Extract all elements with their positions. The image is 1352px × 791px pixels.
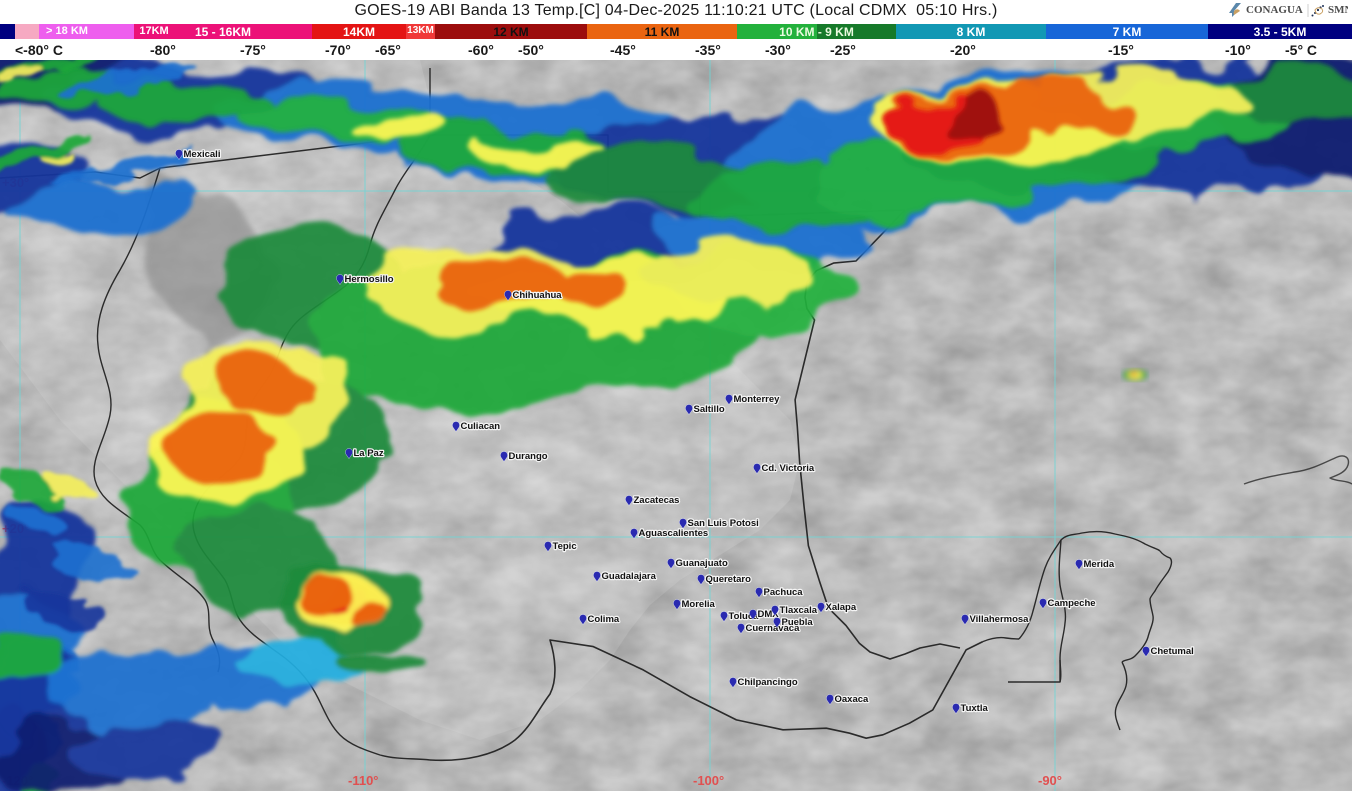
svg-text:La Paz: La Paz <box>354 448 384 459</box>
svg-text:Campeche: Campeche <box>1048 598 1096 609</box>
svg-text:Tlaxcala: Tlaxcala <box>780 605 818 616</box>
svg-text:CONAGUA: CONAGUA <box>1246 4 1303 16</box>
svg-text:SMN: SMN <box>1328 4 1348 16</box>
svg-text:Chilpancingo: Chilpancingo <box>738 677 798 688</box>
svg-text:Culiacan: Culiacan <box>461 421 501 432</box>
svg-text:Merida: Merida <box>1084 559 1115 570</box>
svg-text:Xalapa: Xalapa <box>826 602 857 613</box>
svg-text:Oaxaca: Oaxaca <box>835 694 870 705</box>
svg-text:Chetumal: Chetumal <box>1151 646 1194 657</box>
svg-text:Puebla: Puebla <box>782 617 814 628</box>
svg-text:Guadalajara: Guadalajara <box>602 571 657 582</box>
svg-text:Colima: Colima <box>588 614 620 625</box>
svg-text:Guanajuato: Guanajuato <box>676 558 728 569</box>
svg-text:Hermosillo: Hermosillo <box>345 274 394 285</box>
svg-text:Tuxtla: Tuxtla <box>961 703 989 714</box>
svg-text:-90°: -90° <box>1038 773 1062 788</box>
svg-text:Morelia: Morelia <box>682 599 716 610</box>
svg-text:Cd. Victoria: Cd. Victoria <box>762 463 815 474</box>
svg-text:Mexicali: Mexicali <box>184 149 221 160</box>
svg-text:Durango: Durango <box>509 451 548 462</box>
svg-text:Queretaro: Queretaro <box>706 574 752 585</box>
svg-text:-100°: -100° <box>693 773 724 788</box>
svg-text:Zacatecas: Zacatecas <box>634 495 680 506</box>
svg-text:Tepic: Tepic <box>553 541 577 552</box>
svg-text:Pachuca: Pachuca <box>764 587 804 598</box>
svg-text:Villahermosa: Villahermosa <box>970 614 1030 625</box>
svg-text:Monterrey: Monterrey <box>734 394 781 405</box>
svg-text:Chihuahua: Chihuahua <box>513 290 563 301</box>
svg-text:Saltillo: Saltillo <box>694 404 725 415</box>
svg-text:Aguascalientes: Aguascalientes <box>639 528 709 539</box>
svg-text:-110°: -110° <box>348 773 379 788</box>
